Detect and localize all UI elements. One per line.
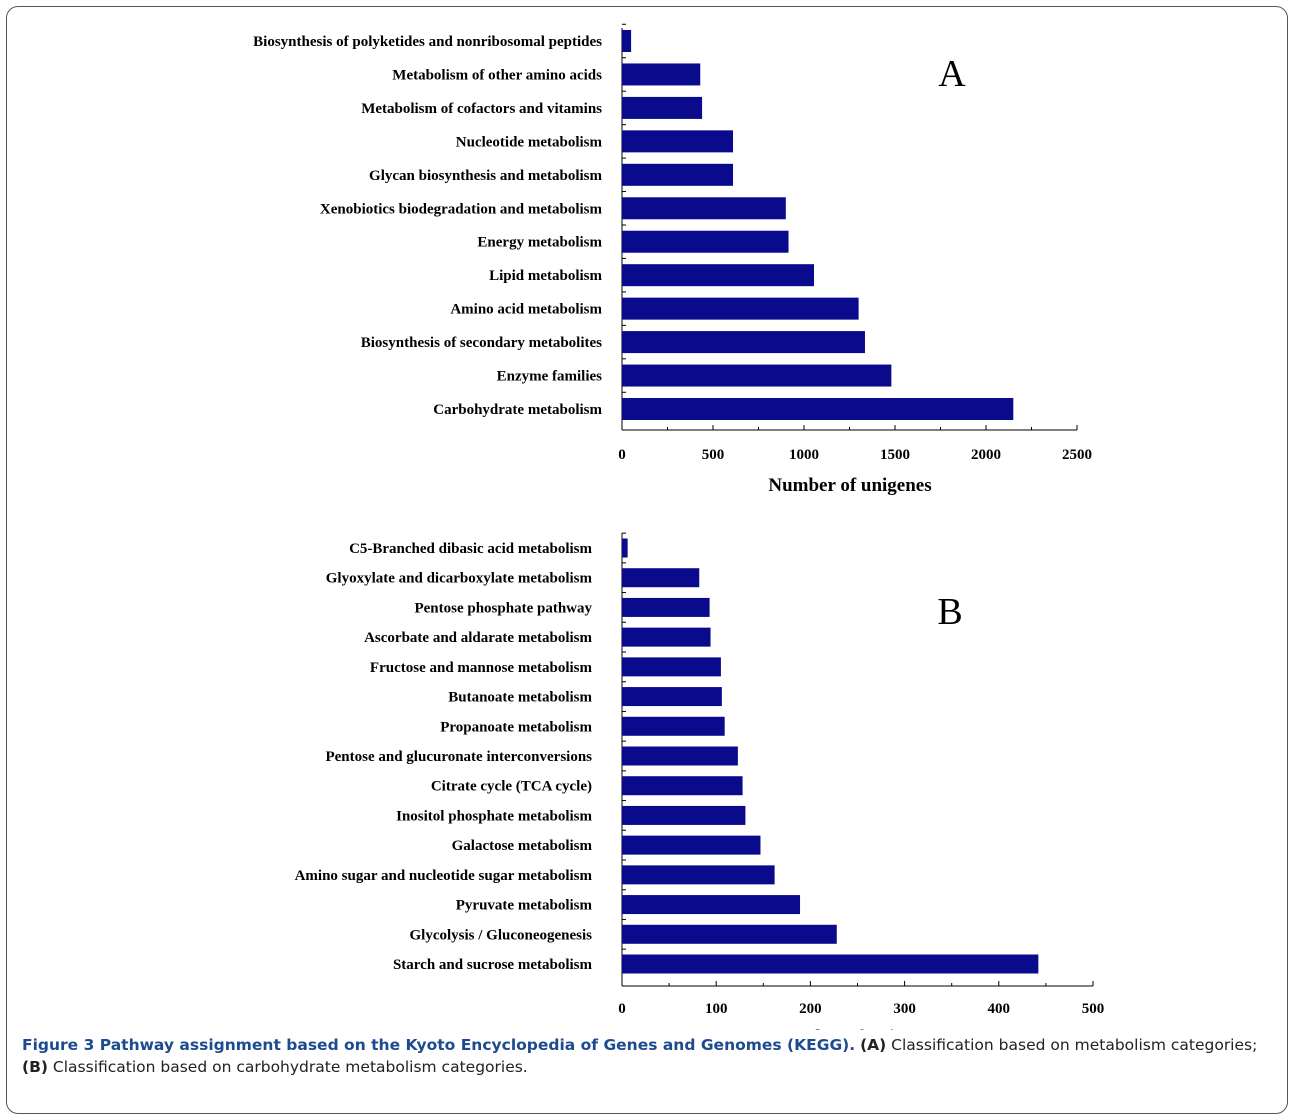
category-label: Citrate cycle (TCA cycle): [431, 779, 592, 795]
category-label: C5-Branched dibasic acid metabolism: [349, 541, 592, 557]
bar-2: [622, 63, 701, 86]
category-label: Metabolism of cofactors and vitamins: [361, 101, 602, 117]
figure-caption: Figure 3 Pathway assignment based on the…: [22, 1034, 1270, 1078]
category-label: Propanoate metabolism: [440, 719, 592, 735]
caption-b-tag: (B): [22, 1058, 48, 1076]
bar-11: [622, 364, 892, 387]
x-tick-label: 1000: [789, 447, 819, 463]
x-tick-label: 0: [618, 447, 626, 463]
x-axis-title: Number of unigenes: [768, 475, 931, 496]
category-label: Energy metabolism: [477, 235, 602, 251]
category-label: Xenobiotics biodegradation and metabolis…: [320, 201, 603, 217]
x-tick-label: 400: [988, 1001, 1011, 1017]
caption-b-text: Classification based on carbohydrate met…: [47, 1058, 528, 1076]
category-label: Pentose and glucuronate interconversions: [325, 749, 592, 765]
category-label: Enzyme families: [497, 369, 603, 385]
bar-15: [622, 954, 1039, 974]
bar-6: [622, 197, 786, 220]
x-tick-label: 2500: [1062, 447, 1092, 463]
chart-panel-B: C5-Branched dibasic acid metabolism Glyox…: [295, 532, 1105, 1030]
bar-7: [622, 230, 789, 253]
bar-7: [622, 716, 725, 736]
bar-9: [622, 776, 743, 796]
category-label: Carbohydrate metabolism: [433, 402, 602, 418]
x-axis-title: Number of unigenes: [775, 1027, 938, 1030]
category-label: Butanoate metabolism: [448, 690, 592, 706]
bar-5: [622, 163, 734, 186]
category-label: Glycan biosynthesis and metabolism: [369, 168, 602, 184]
bar-3: [622, 96, 703, 119]
bar-10: [622, 805, 746, 825]
bar-10: [622, 331, 865, 354]
x-tick-label: 500: [702, 447, 725, 463]
bar-9: [622, 297, 859, 320]
category-label: Glyoxylate and dicarboxylate metabolism: [326, 571, 593, 587]
category-label: Lipid metabolism: [489, 268, 602, 284]
category-label: Pyruvate metabolism: [456, 898, 593, 914]
bar-1: [622, 538, 628, 558]
x-tick-label: 100: [705, 1001, 728, 1017]
bar-2: [622, 568, 700, 588]
bar-12: [622, 865, 775, 885]
bar-8: [622, 264, 815, 287]
caption-a-text: Classification based on metabolism categ…: [886, 1036, 1258, 1054]
caption-title: Figure 3 Pathway assignment based on the…: [22, 1036, 856, 1054]
chart-panel-A: Biosynthesis of polyketides and nonribos…: [253, 23, 1092, 496]
x-tick-label: 300: [893, 1001, 916, 1017]
category-label: Starch and sucrose metabolism: [393, 957, 593, 973]
x-tick-label: 1500: [880, 447, 910, 463]
x-tick-label: 2000: [971, 447, 1001, 463]
figure-charts: Biosynthesis of polyketides and nonribos…: [253, 23, 1105, 1030]
category-label: Ascorbate and aldarate metabolism: [364, 630, 592, 646]
panel-label: A: [938, 53, 966, 95]
category-label: Amino acid metabolism: [450, 302, 602, 318]
bar-5: [622, 657, 721, 677]
bar-4: [622, 130, 734, 153]
bar-3: [622, 597, 710, 617]
category-label: Biosynthesis of polyketides and nonribos…: [253, 34, 602, 50]
category-label: Inositol phosphate metabolism: [396, 808, 592, 824]
bar-8: [622, 746, 738, 766]
category-label: Nucleotide metabolism: [456, 134, 603, 150]
panel-label: B: [937, 591, 962, 633]
x-tick-label: 500: [1082, 1001, 1105, 1017]
category-label: Glycolysis / Gluconeogenesis: [409, 927, 592, 943]
category-label: Galactose metabolism: [452, 838, 593, 854]
bar-11: [622, 835, 761, 855]
x-tick-label: 0: [618, 1001, 626, 1017]
bar-14: [622, 924, 837, 944]
caption-a-tag: (A): [860, 1036, 887, 1054]
bar-6: [622, 687, 722, 707]
category-label: Amino sugar and nucleotide sugar metabol…: [295, 868, 593, 884]
bar-13: [622, 895, 801, 915]
bar-12: [622, 398, 1014, 420]
category-label: Pentose phosphate pathway: [414, 600, 592, 616]
x-tick-label: 200: [799, 1001, 822, 1017]
category-label: Biosynthesis of secondary metabolites: [361, 335, 602, 351]
bar-4: [622, 627, 711, 647]
bar-1: [622, 30, 632, 52]
category-label: Fructose and mannose metabolism: [370, 660, 593, 676]
category-label: Metabolism of other amino acids: [392, 67, 602, 83]
